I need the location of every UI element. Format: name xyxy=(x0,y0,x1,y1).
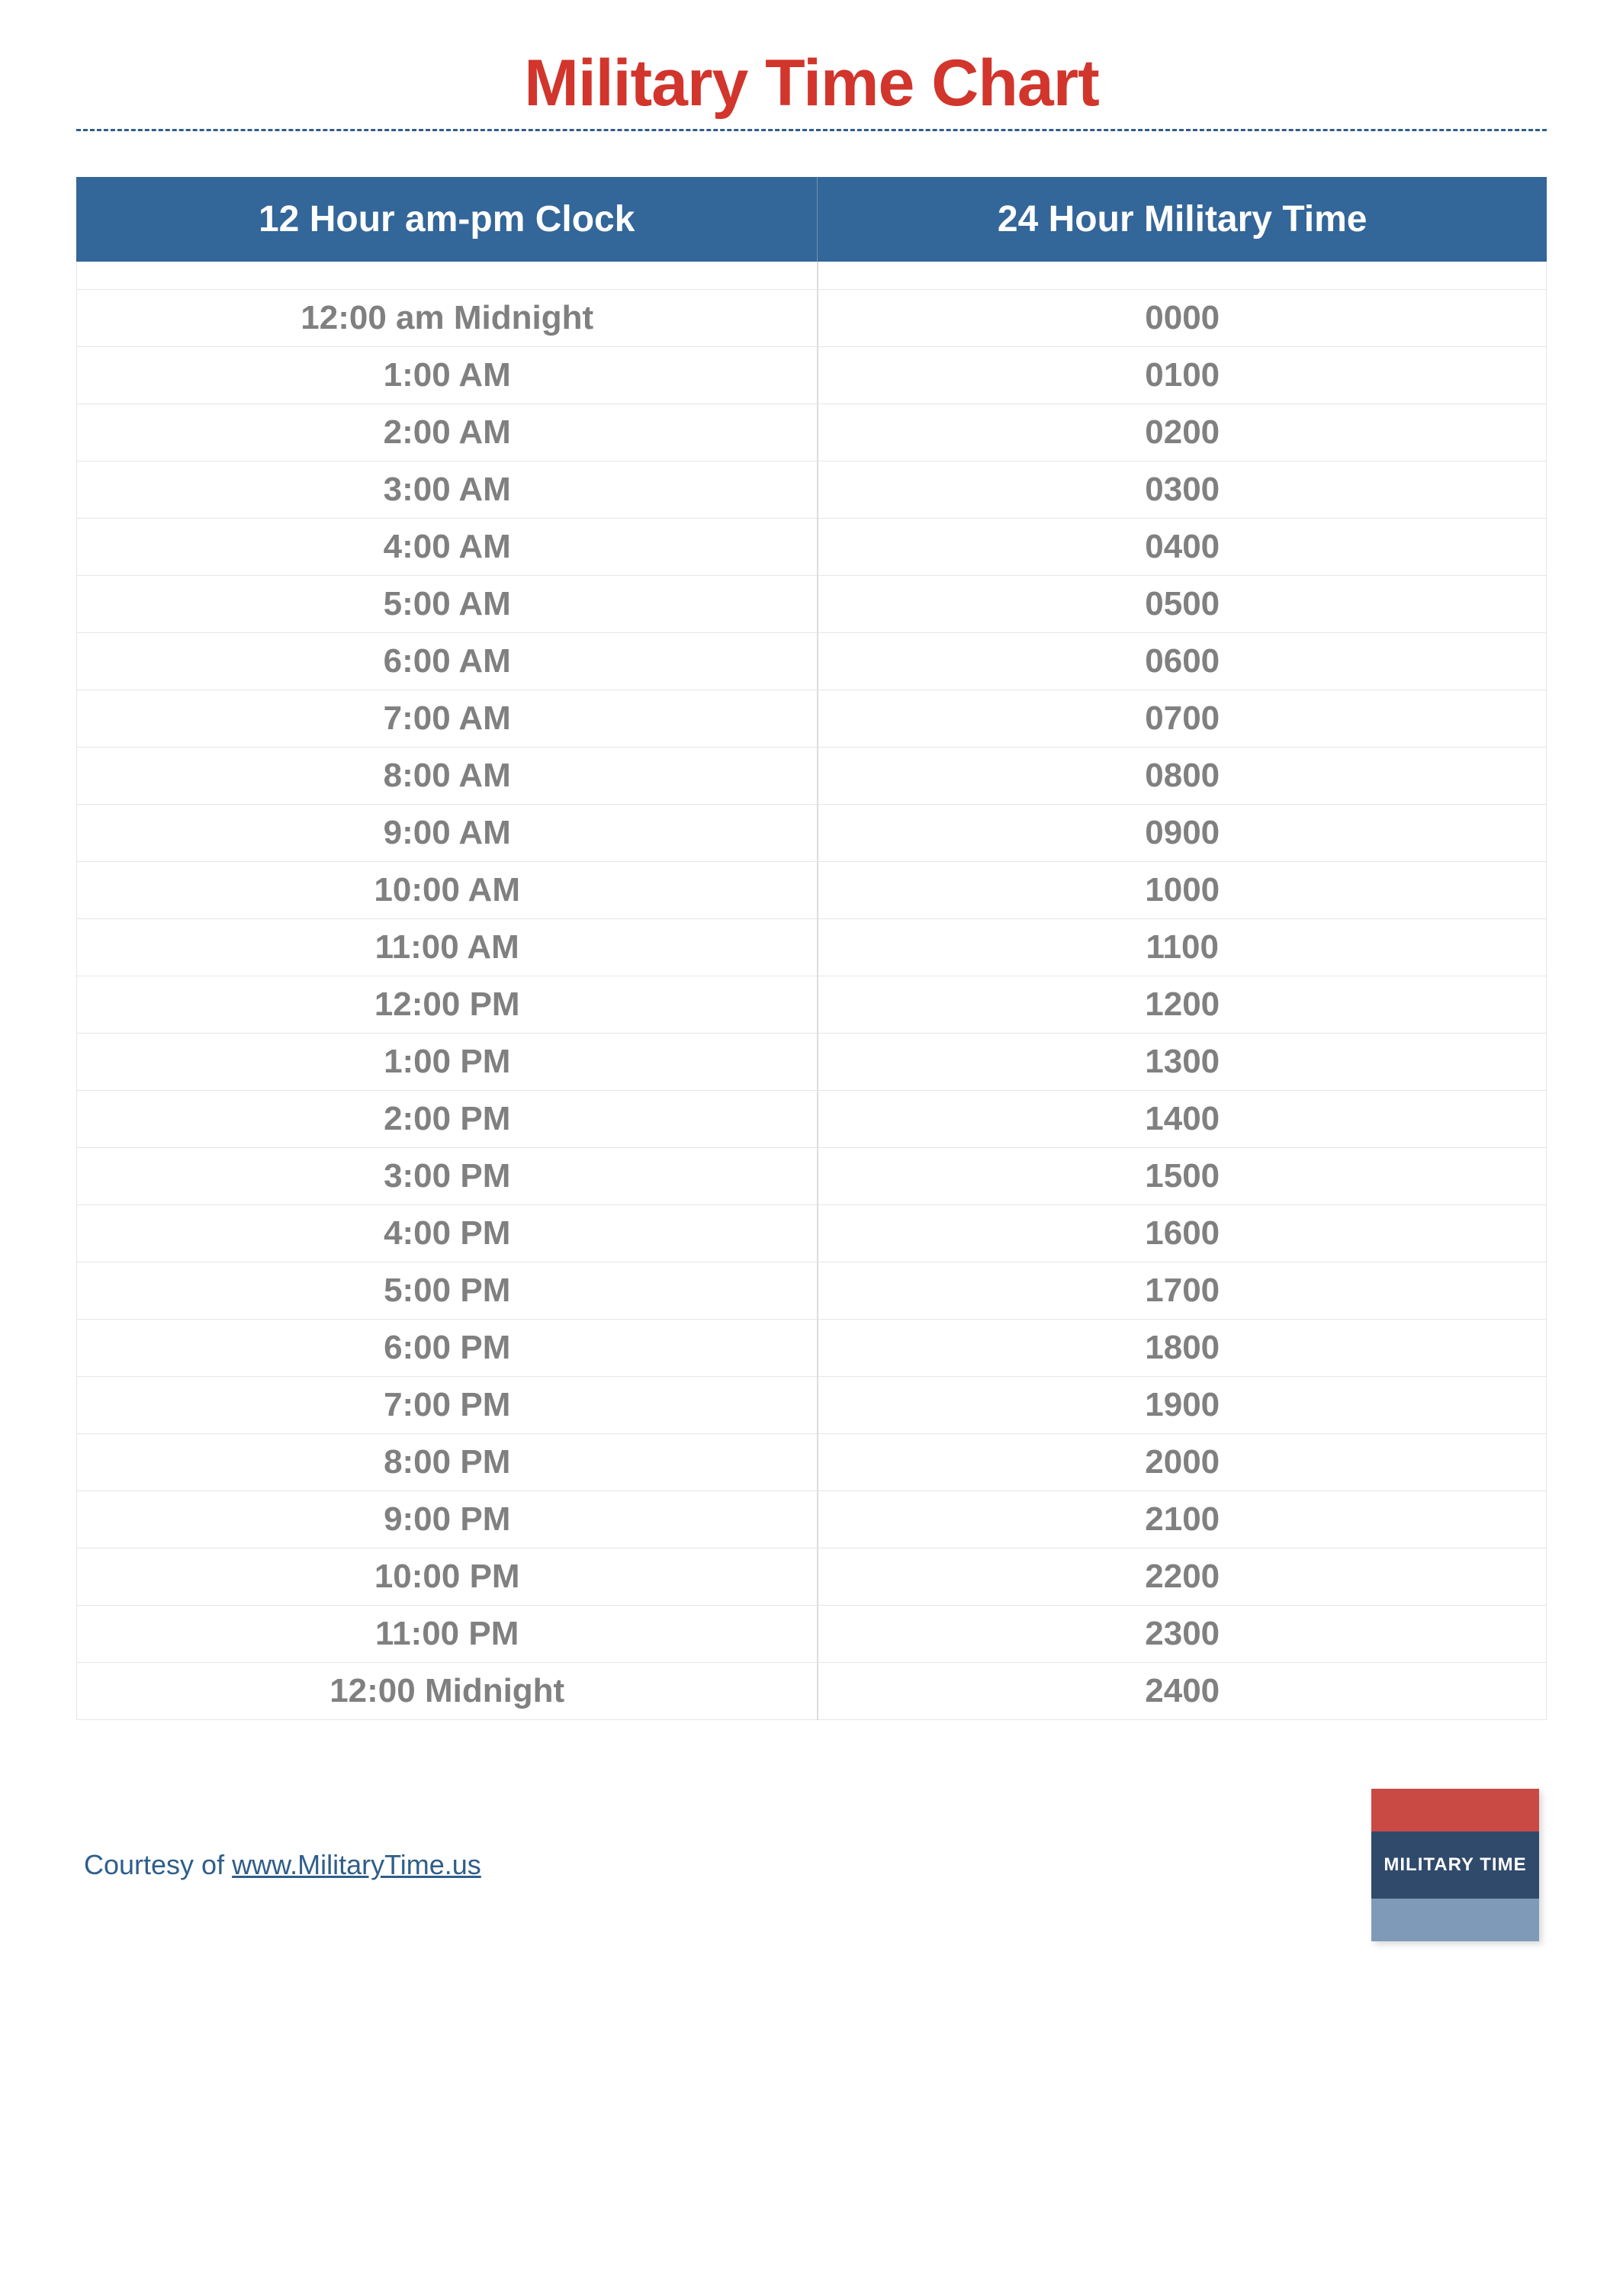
cell-12hour: 3:00 AM xyxy=(76,461,817,518)
table-row: 10:00 AM1000 xyxy=(76,861,1547,918)
cell-12hour: 2:00 AM xyxy=(76,404,817,461)
table-row: 5:00 AM0500 xyxy=(76,575,1547,632)
cell-12hour: 10:00 AM xyxy=(76,861,817,918)
table-row: 12:00 PM1200 xyxy=(76,976,1547,1033)
cell-12hour: 12:00 Midnight xyxy=(76,1662,817,1720)
cell-12hour: 10:00 PM xyxy=(76,1548,817,1605)
table-row: 8:00 AM0800 xyxy=(76,747,1547,804)
table-row: 6:00 AM0600 xyxy=(76,632,1547,690)
cell-12hour: 7:00 PM xyxy=(76,1376,817,1433)
cell-24hour: 0300 xyxy=(817,461,1547,518)
table-header-row: 12 Hour am-pm Clock 24 Hour Military Tim… xyxy=(76,177,1547,262)
cell-24hour: 1400 xyxy=(817,1090,1547,1147)
cell-24hour: 1300 xyxy=(817,1033,1547,1090)
cell-12hour: 7:00 AM xyxy=(76,690,817,747)
cell-24hour: 1600 xyxy=(817,1204,1547,1262)
title-divider xyxy=(76,129,1547,131)
cell-24hour: 0500 xyxy=(817,575,1547,632)
cell-12hour: 9:00 PM xyxy=(76,1490,817,1548)
table-row: 3:00 PM1500 xyxy=(76,1147,1547,1204)
table-row: 4:00 PM1600 xyxy=(76,1204,1547,1262)
cell-24hour: 2200 xyxy=(817,1548,1547,1605)
logo-middle-stripe: MILITARY TIME xyxy=(1371,1831,1539,1899)
courtesy-prefix: Courtesy of xyxy=(84,1849,232,1880)
cell-24hour: 0700 xyxy=(817,690,1547,747)
table-row: 6:00 PM1800 xyxy=(76,1319,1547,1376)
logo-bottom-stripe xyxy=(1371,1899,1539,1941)
table-row: 9:00 AM0900 xyxy=(76,804,1547,861)
footer: Courtesy of www.MilitaryTime.us MILITARY… xyxy=(76,1789,1547,1941)
cell-12hour: 4:00 AM xyxy=(76,518,817,575)
cell-12hour: 5:00 PM xyxy=(76,1262,817,1319)
cell-12hour: 3:00 PM xyxy=(76,1147,817,1204)
cell-12hour: 12:00 PM xyxy=(76,976,817,1033)
cell-24hour: 1900 xyxy=(817,1376,1547,1433)
table-row: 12:00 am Midnight0000 xyxy=(76,289,1547,346)
cell-24hour: 1500 xyxy=(817,1147,1547,1204)
cell-12hour: 9:00 AM xyxy=(76,804,817,861)
cell-12hour: 8:00 PM xyxy=(76,1433,817,1490)
table-row: 10:00 PM2200 xyxy=(76,1548,1547,1605)
table-row: 2:00 PM1400 xyxy=(76,1090,1547,1147)
table-row: 11:00 AM1100 xyxy=(76,918,1547,976)
cell-24hour: 0200 xyxy=(817,404,1547,461)
cell-24hour: 2100 xyxy=(817,1490,1547,1548)
table-row: 1:00 AM0100 xyxy=(76,346,1547,404)
table-row: 2:00 AM0200 xyxy=(76,404,1547,461)
logo: MILITARY TIME xyxy=(1371,1789,1539,1941)
table-row: 5:00 PM1700 xyxy=(76,1262,1547,1319)
table-row: 4:00 AM0400 xyxy=(76,518,1547,575)
courtesy-link[interactable]: www.MilitaryTime.us xyxy=(232,1849,481,1880)
cell-24hour: 1200 xyxy=(817,976,1547,1033)
cell-12hour: 11:00 AM xyxy=(76,918,817,976)
cell-12hour: 4:00 PM xyxy=(76,1204,817,1262)
cell-24hour: 2400 xyxy=(817,1662,1547,1720)
table-row: 11:00 PM2300 xyxy=(76,1605,1547,1662)
cell-24hour: 2000 xyxy=(817,1433,1547,1490)
cell-12hour: 1:00 PM xyxy=(76,1033,817,1090)
table-row: 8:00 PM2000 xyxy=(76,1433,1547,1490)
cell-12hour: 8:00 AM xyxy=(76,747,817,804)
cell-24hour: 1000 xyxy=(817,861,1547,918)
table-spacer-row xyxy=(76,262,1547,289)
cell-12hour: 2:00 PM xyxy=(76,1090,817,1147)
cell-24hour: 0000 xyxy=(817,289,1547,346)
cell-24hour: 0800 xyxy=(817,747,1547,804)
cell-24hour: 2300 xyxy=(817,1605,1547,1662)
military-time-table: 12 Hour am-pm Clock 24 Hour Military Tim… xyxy=(76,177,1547,1720)
cell-12hour: 11:00 PM xyxy=(76,1605,817,1662)
table-row: 7:00 AM0700 xyxy=(76,690,1547,747)
cell-24hour: 1100 xyxy=(817,918,1547,976)
cell-12hour: 5:00 AM xyxy=(76,575,817,632)
cell-24hour: 0400 xyxy=(817,518,1547,575)
logo-top-stripe xyxy=(1371,1789,1539,1831)
cell-12hour: 12:00 am Midnight xyxy=(76,289,817,346)
cell-12hour: 6:00 AM xyxy=(76,632,817,690)
table-row: 1:00 PM1300 xyxy=(76,1033,1547,1090)
cell-12hour: 1:00 AM xyxy=(76,346,817,404)
table-row: 9:00 PM2100 xyxy=(76,1490,1547,1548)
table-row: 7:00 PM1900 xyxy=(76,1376,1547,1433)
table-row: 3:00 AM0300 xyxy=(76,461,1547,518)
cell-24hour: 0100 xyxy=(817,346,1547,404)
cell-24hour: 1800 xyxy=(817,1319,1547,1376)
cell-24hour: 1700 xyxy=(817,1262,1547,1319)
cell-24hour: 0600 xyxy=(817,632,1547,690)
courtesy-text: Courtesy of www.MilitaryTime.us xyxy=(84,1849,481,1881)
cell-24hour: 0900 xyxy=(817,804,1547,861)
column-header-24hour: 24 Hour Military Time xyxy=(817,177,1547,262)
table-row: 12:00 Midnight2400 xyxy=(76,1662,1547,1720)
column-header-12hour: 12 Hour am-pm Clock xyxy=(76,177,817,262)
page-title: Military Time Chart xyxy=(76,46,1547,121)
cell-12hour: 6:00 PM xyxy=(76,1319,817,1376)
